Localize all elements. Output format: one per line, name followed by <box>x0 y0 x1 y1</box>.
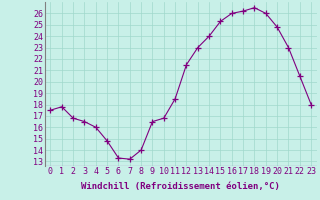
X-axis label: Windchill (Refroidissement éolien,°C): Windchill (Refroidissement éolien,°C) <box>81 182 280 191</box>
